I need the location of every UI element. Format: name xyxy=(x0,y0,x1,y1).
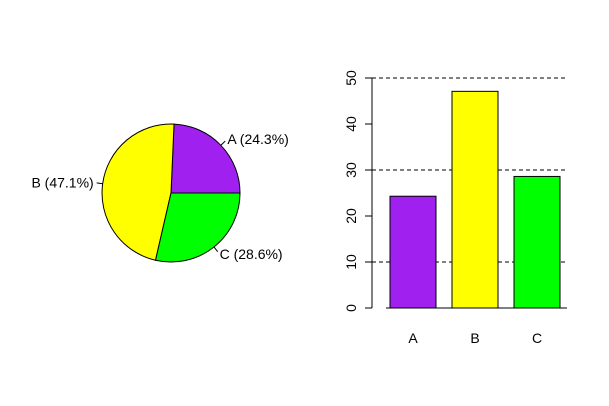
y-tick-label-1: 10 xyxy=(343,254,359,270)
pie-chart: A (24.3%) B (47.1%) C (28.6%) xyxy=(31,123,289,263)
pie-slice-A xyxy=(170,123,241,194)
x-tick-label-C: C xyxy=(532,330,542,346)
bar-A xyxy=(389,195,437,309)
pie-label-C: C (28.6%) xyxy=(220,246,283,262)
bar-chart: A B C 0 10 20 30 40 50 xyxy=(343,70,568,346)
pie-label-A: A (24.3%) xyxy=(227,131,288,147)
y-tick-label-0: 0 xyxy=(343,304,359,312)
y-tick-label-4: 40 xyxy=(343,116,359,132)
pie-leader-B xyxy=(96,182,103,185)
y-tick-label-2: 20 xyxy=(343,208,359,224)
bar-C xyxy=(513,175,561,309)
bar-B xyxy=(451,90,499,309)
pie-leader-C xyxy=(213,246,219,252)
x-tick-label-A: A xyxy=(408,330,418,346)
y-tick-label-3: 30 xyxy=(343,162,359,178)
pie-slice-B xyxy=(101,123,175,261)
y-tick-label-5: 50 xyxy=(343,70,359,86)
pie-leader-A xyxy=(220,140,226,146)
x-tick-label-B: B xyxy=(470,330,479,346)
pie-label-B: B (47.1%) xyxy=(31,175,93,191)
